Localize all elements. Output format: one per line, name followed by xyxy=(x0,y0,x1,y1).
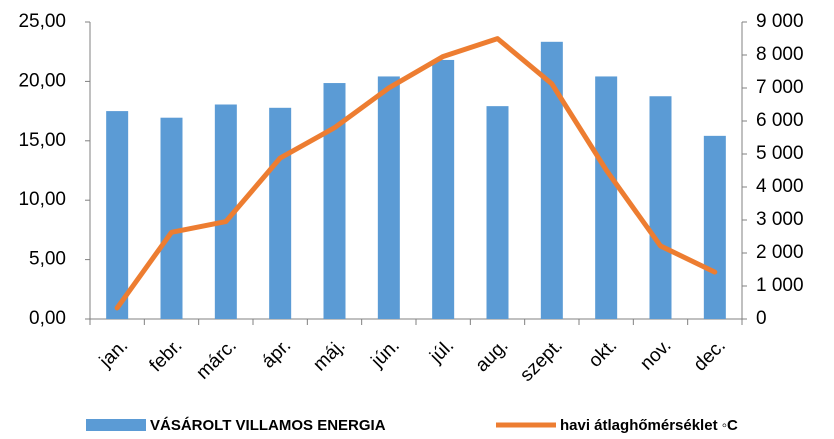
x-tick-label: máj. xyxy=(309,335,349,375)
bar xyxy=(323,83,346,319)
y2-tick-label: 9 000 xyxy=(756,11,804,32)
x-tick-label: júl. xyxy=(426,335,459,368)
y2-tick-label: 4 000 xyxy=(756,176,804,197)
bar xyxy=(486,106,509,320)
bar xyxy=(649,96,672,319)
bar xyxy=(214,104,237,319)
y2-tick-label: 7 000 xyxy=(756,77,804,98)
x-tick-label: nov. xyxy=(636,335,675,374)
bar xyxy=(160,117,183,319)
bar xyxy=(703,135,726,319)
legend-label: havi átlaghőmérséklet ◦C xyxy=(560,417,738,434)
x-tick-label: ápr. xyxy=(258,335,295,372)
x-tick-label: aug. xyxy=(472,335,513,376)
bar xyxy=(540,41,563,320)
y2-tick-label: 0 xyxy=(756,308,767,329)
bar xyxy=(595,76,618,319)
x-tick-label: okt. xyxy=(585,335,622,372)
x-tick-label: febr. xyxy=(146,335,187,376)
legend: VÁSÁROLT VILLAMOS ENERGIA havi átlaghőmér… xyxy=(86,417,738,434)
bar xyxy=(269,107,292,319)
y2-tick-label: 2 000 xyxy=(756,242,804,263)
y2-tick-label: 1 000 xyxy=(756,275,804,296)
y-tick-label: 20,00 xyxy=(18,70,66,91)
legend-label: VÁSÁROLT VILLAMOS ENERGIA xyxy=(150,417,386,434)
x-tick-label: jún. xyxy=(367,335,404,372)
y-tick-label: 0,00 xyxy=(29,308,66,329)
y-tick-label: 10,00 xyxy=(18,189,66,210)
x-tick-label: dec. xyxy=(690,335,730,375)
x-tick-label: szept. xyxy=(516,335,567,386)
y-tick-label: 5,00 xyxy=(29,249,66,270)
y2-tick-label: 5 000 xyxy=(756,143,804,164)
bar xyxy=(106,111,129,319)
x-tick-label: jan. xyxy=(95,335,132,372)
y2-tick-label: 8 000 xyxy=(756,44,804,65)
bar xyxy=(432,59,455,319)
bar xyxy=(377,76,400,319)
line xyxy=(114,36,718,311)
y-tick-label: 25,00 xyxy=(18,11,66,32)
y2-tick-label: 3 000 xyxy=(756,209,804,230)
x-tick-label: márc. xyxy=(192,335,240,383)
legend-swatch xyxy=(86,419,146,431)
y-tick-label: 15,00 xyxy=(18,130,66,151)
y2-tick-label: 6 000 xyxy=(756,110,804,131)
